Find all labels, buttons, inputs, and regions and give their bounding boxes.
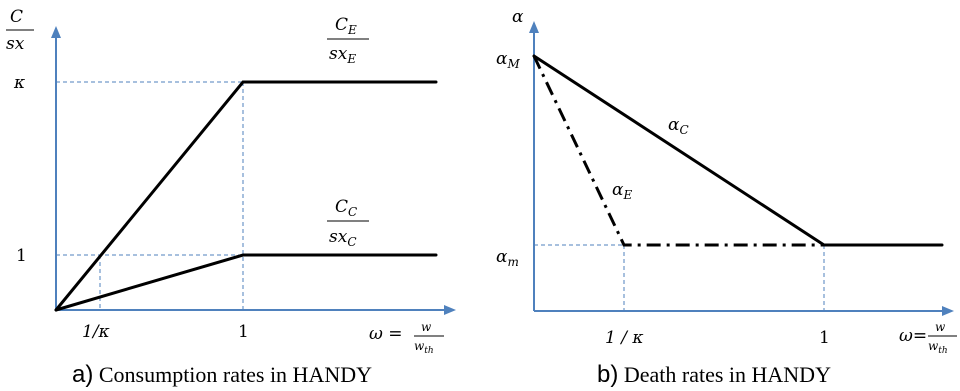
panel-a-commoner-label-den: sxC [329,227,357,249]
panel-a-elite-curve [54,80,438,312]
panel-a-y-arrow [51,26,61,38]
panel-a: C sx κ 1 1/κ 1 ω = w wth CE sxE CC sxC a… [6,7,456,388]
panel-a-y-label-den: sx [6,34,25,54]
panel-a-commoner-label-num: CC [335,197,357,219]
panel-b-x-arrow [942,306,954,316]
panel-b-commoner-curve [532,54,944,247]
panel-a-tick-inv-kappa: 1/κ [82,322,110,342]
panel-a-commoner-curve [54,253,438,312]
panel-b-tick-inv-kappa: 1 / κ [605,328,644,348]
panel-b-y-label: α [512,7,524,27]
panel-a-elite-label-num: CE [335,15,357,37]
panel-b-y-arrow [529,21,539,33]
panel-a-y-label-num: C [10,7,23,27]
panel-b-alpha-C-label: αC [668,115,689,137]
panel-a-x-label-num: w [421,320,432,334]
panel-b-x-label-num: w [935,320,946,334]
panel-a-tick-one-x: 1 [238,322,249,342]
panel-b-caption: b) Death rates in HANDY [597,361,831,388]
panel-a-x-label-omega: ω = [369,324,403,344]
panel-b-tick-one-x: 1 [819,328,830,348]
panel-a-x-arrow [444,305,456,315]
panel-b-tick-alpha-m: αm [496,247,519,269]
panel-a-elite-label-den: sxE [329,44,356,66]
panel-b-x-label-omega: ω= [899,326,927,346]
panel-b-alpha-E-label: αE [612,180,632,202]
panel-a-x-label-den: wth [414,339,434,356]
panel-b: α αM αm 1 / κ 1 ω= w wth αC αE b) Death … [496,7,957,388]
panel-a-caption: a) Consumption rates in HANDY [72,361,372,388]
panel-b-elite-curve [532,55,824,247]
panel-a-tick-one-y: 1 [16,246,27,266]
panel-b-tick-alpha-M: αM [496,49,520,71]
panel-a-tick-kappa: κ [13,73,25,93]
panel-b-x-label-den: wth [928,339,948,356]
